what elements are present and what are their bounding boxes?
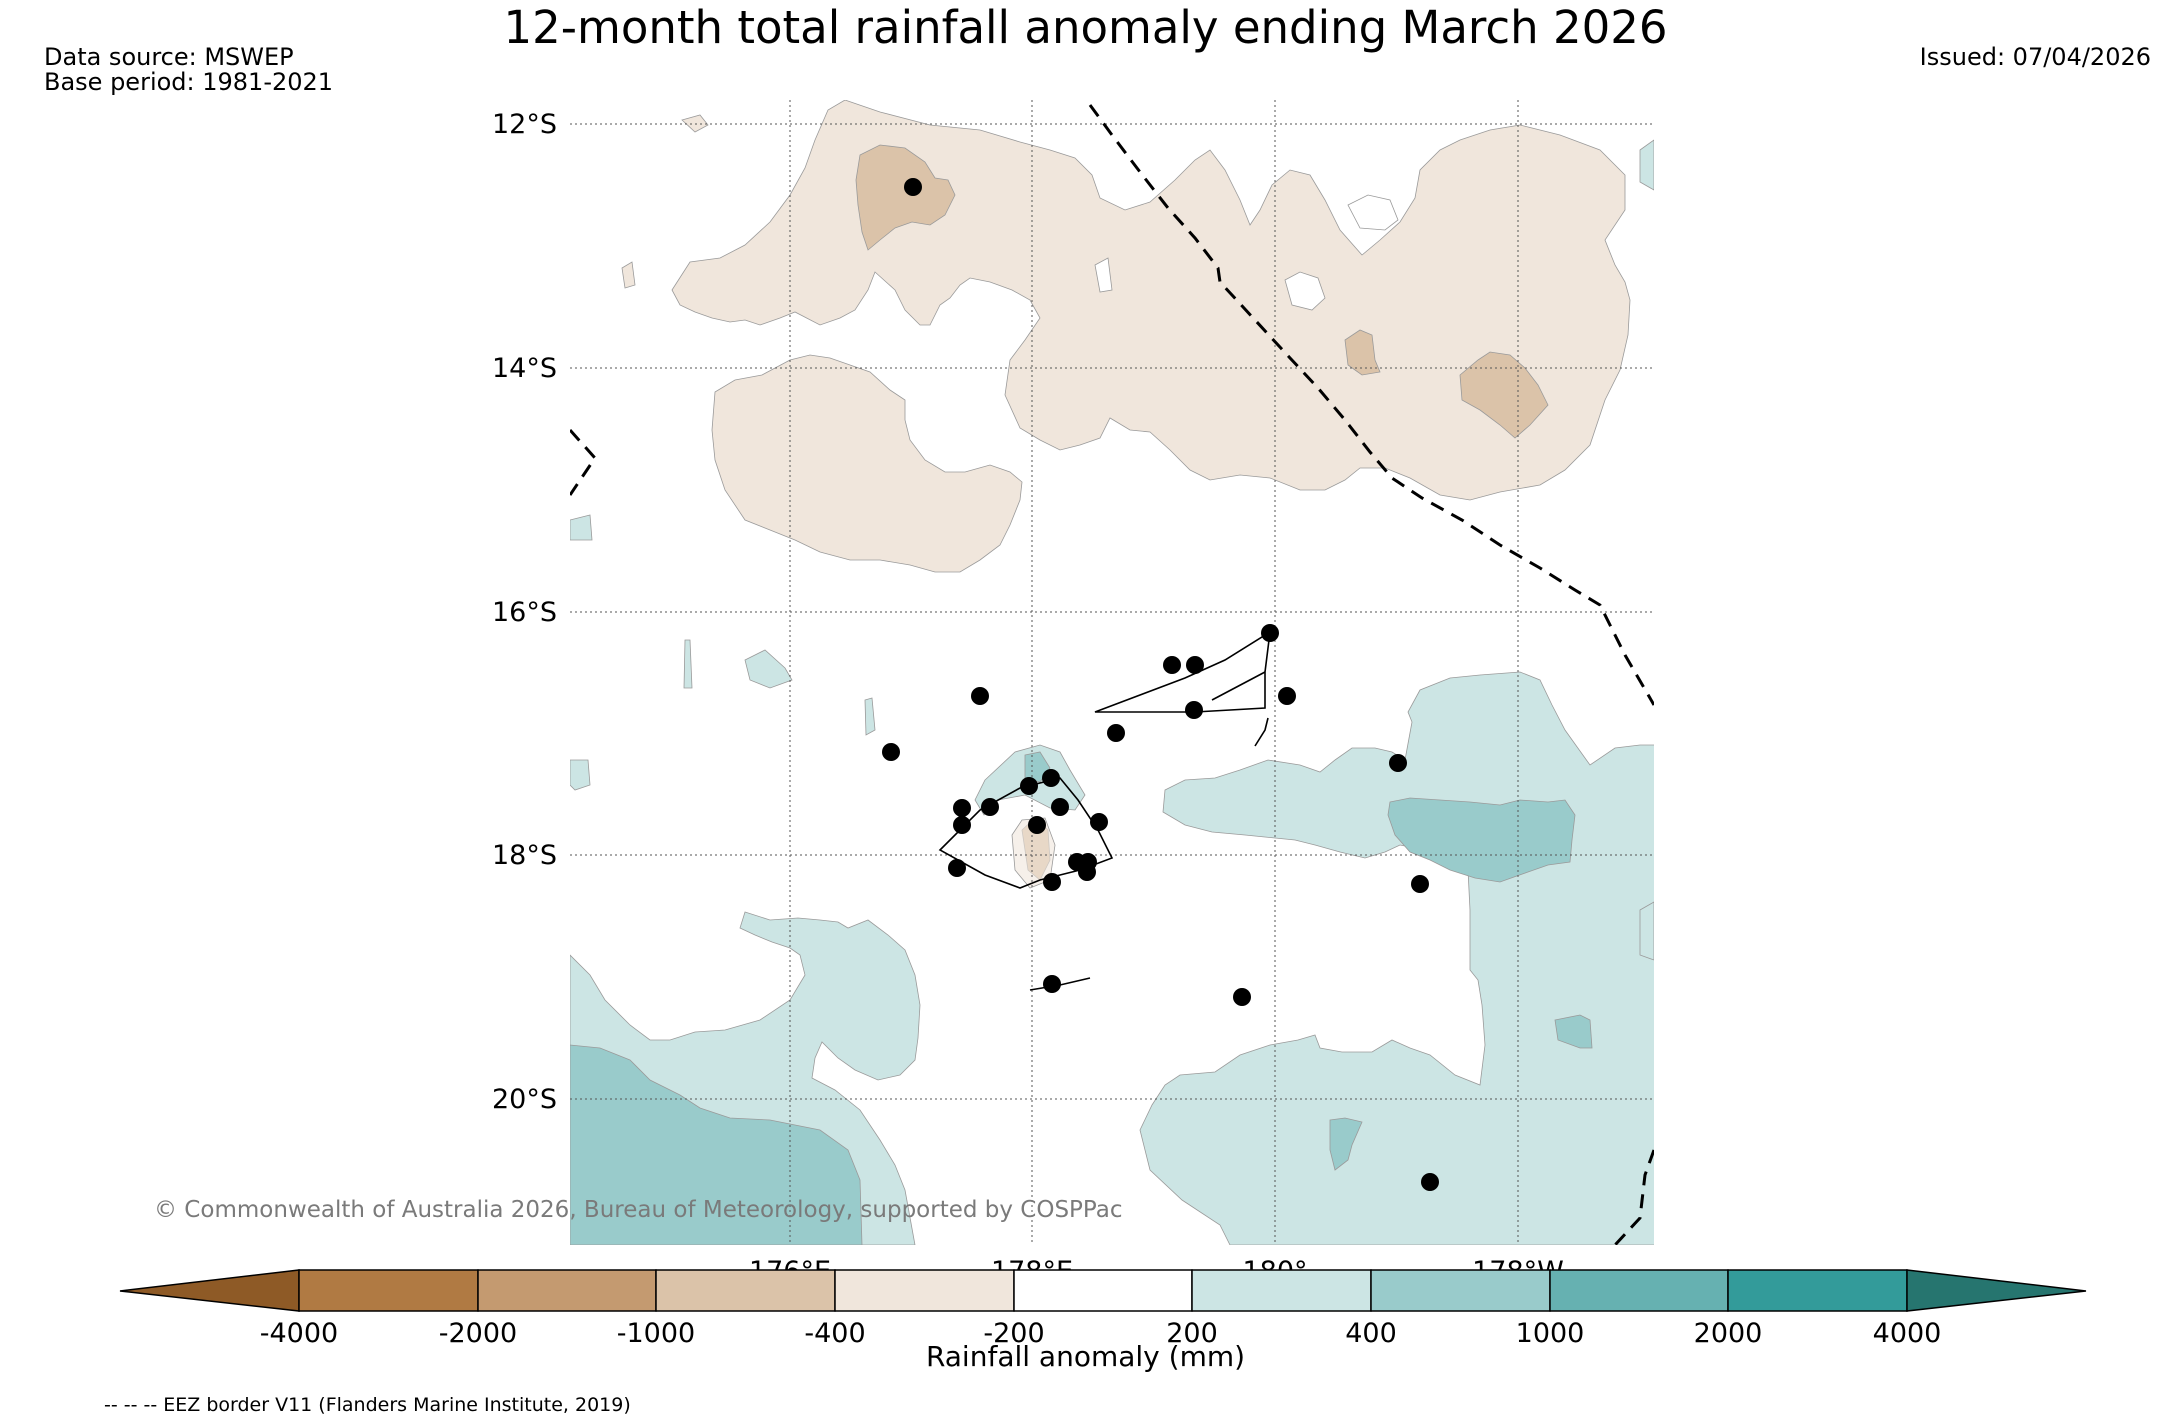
colorbar-label: Rainfall anomaly (mm) (925, 1340, 1246, 1373)
colorbar-tick: 200 (1166, 1318, 1218, 1349)
station-marker (882, 743, 900, 761)
colorbar-tick: 4000 (1873, 1318, 1942, 1349)
colorbar-tick: 1000 (1516, 1318, 1585, 1349)
colorbar-extend-high (1906, 1269, 2087, 1312)
station-marker (953, 799, 971, 817)
station-marker (1051, 798, 1069, 816)
station-marker (1107, 724, 1125, 742)
colorbar-tick: -2000 (439, 1318, 517, 1349)
colorbar-tick: -1000 (617, 1318, 695, 1349)
station-marker (1163, 656, 1181, 674)
station-marker (1020, 777, 1038, 795)
colorbar-swatch (298, 1269, 479, 1312)
station-marker (1042, 769, 1060, 787)
colorbar-ticks: -4000 -2000 -1000 -400 -200 200 400 1000… (260, 1318, 1942, 1349)
wet-anomaly-core-minor (1554, 1014, 1593, 1049)
station-marker (1078, 863, 1096, 881)
latitude-labels: 12°S 14°S 16°S 18°S 20°S (492, 109, 557, 1115)
lat-label-20s: 20°S (492, 1084, 557, 1115)
colorbar-tick: 400 (1345, 1318, 1397, 1349)
station-marker (1186, 656, 1204, 674)
map-title: 12-month total rainfall anomaly ending M… (503, 1, 1668, 54)
station-marker (1043, 873, 1061, 891)
colorbar-swatch (1013, 1269, 1193, 1312)
dry-anomaly-core-small (1344, 329, 1381, 376)
lat-label-14s: 14°S (492, 353, 557, 384)
eez-legend-note: -- -- -- EEZ border V11 (Flanders Marine… (104, 1394, 631, 1416)
station-markers (882, 178, 1439, 1191)
station-marker (971, 687, 989, 705)
colorbar-swatch (477, 1269, 657, 1312)
colorbar-swatch (1191, 1269, 1372, 1312)
wet-anomaly-core-small (1329, 1117, 1363, 1171)
colorbar (119, 1269, 2087, 1312)
colorbar-tick: 2000 (1694, 1318, 1763, 1349)
colorbar-extend-low (119, 1269, 300, 1312)
station-marker (1389, 754, 1407, 772)
colorbar-swatch (834, 1269, 1015, 1312)
anomaly-fields (570, 100, 1654, 1245)
island-outlines (938, 630, 1272, 991)
issued-date-label: Issued: 07/04/2026 (1919, 43, 2151, 71)
station-marker (953, 816, 971, 834)
station-marker (1411, 875, 1429, 893)
station-marker (1090, 813, 1108, 831)
lat-label-18s: 18°S (492, 840, 557, 871)
colorbar-tick: -200 (983, 1318, 1044, 1349)
data-source-label: Data source: MSWEP (44, 43, 294, 71)
station-marker (981, 798, 999, 816)
colorbar-swatch (1370, 1269, 1551, 1312)
colorbar-swatch (1727, 1269, 1908, 1312)
station-marker (1043, 975, 1061, 993)
dry-anomaly-region-west (711, 354, 1023, 573)
station-marker (1185, 701, 1203, 719)
station-marker (1278, 687, 1296, 705)
station-marker (1421, 1173, 1439, 1191)
station-marker (948, 859, 966, 877)
colorbar-swatch (655, 1269, 836, 1312)
dry-anomaly-core-north (855, 144, 956, 251)
wet-anomaly-core-southwest (570, 1044, 863, 1245)
colorbar-tick: -4000 (260, 1318, 338, 1349)
colorbar-tick: -400 (804, 1318, 865, 1349)
lat-label-12s: 12°S (492, 109, 557, 140)
colorbar-swatch (1549, 1269, 1729, 1312)
base-period-label: Base period: 1981-2021 (44, 68, 334, 96)
dry-anomaly-core-east (1459, 351, 1549, 439)
station-marker (1233, 988, 1251, 1006)
station-marker (904, 178, 922, 196)
lat-label-16s: 16°S (492, 597, 557, 628)
station-marker (1261, 624, 1279, 642)
station-marker (1028, 816, 1046, 834)
gridlines (570, 100, 1654, 1245)
eez-border (570, 104, 1654, 1245)
copyright-notice: © Commonwealth of Australia 2026, Bureau… (154, 1197, 1123, 1223)
